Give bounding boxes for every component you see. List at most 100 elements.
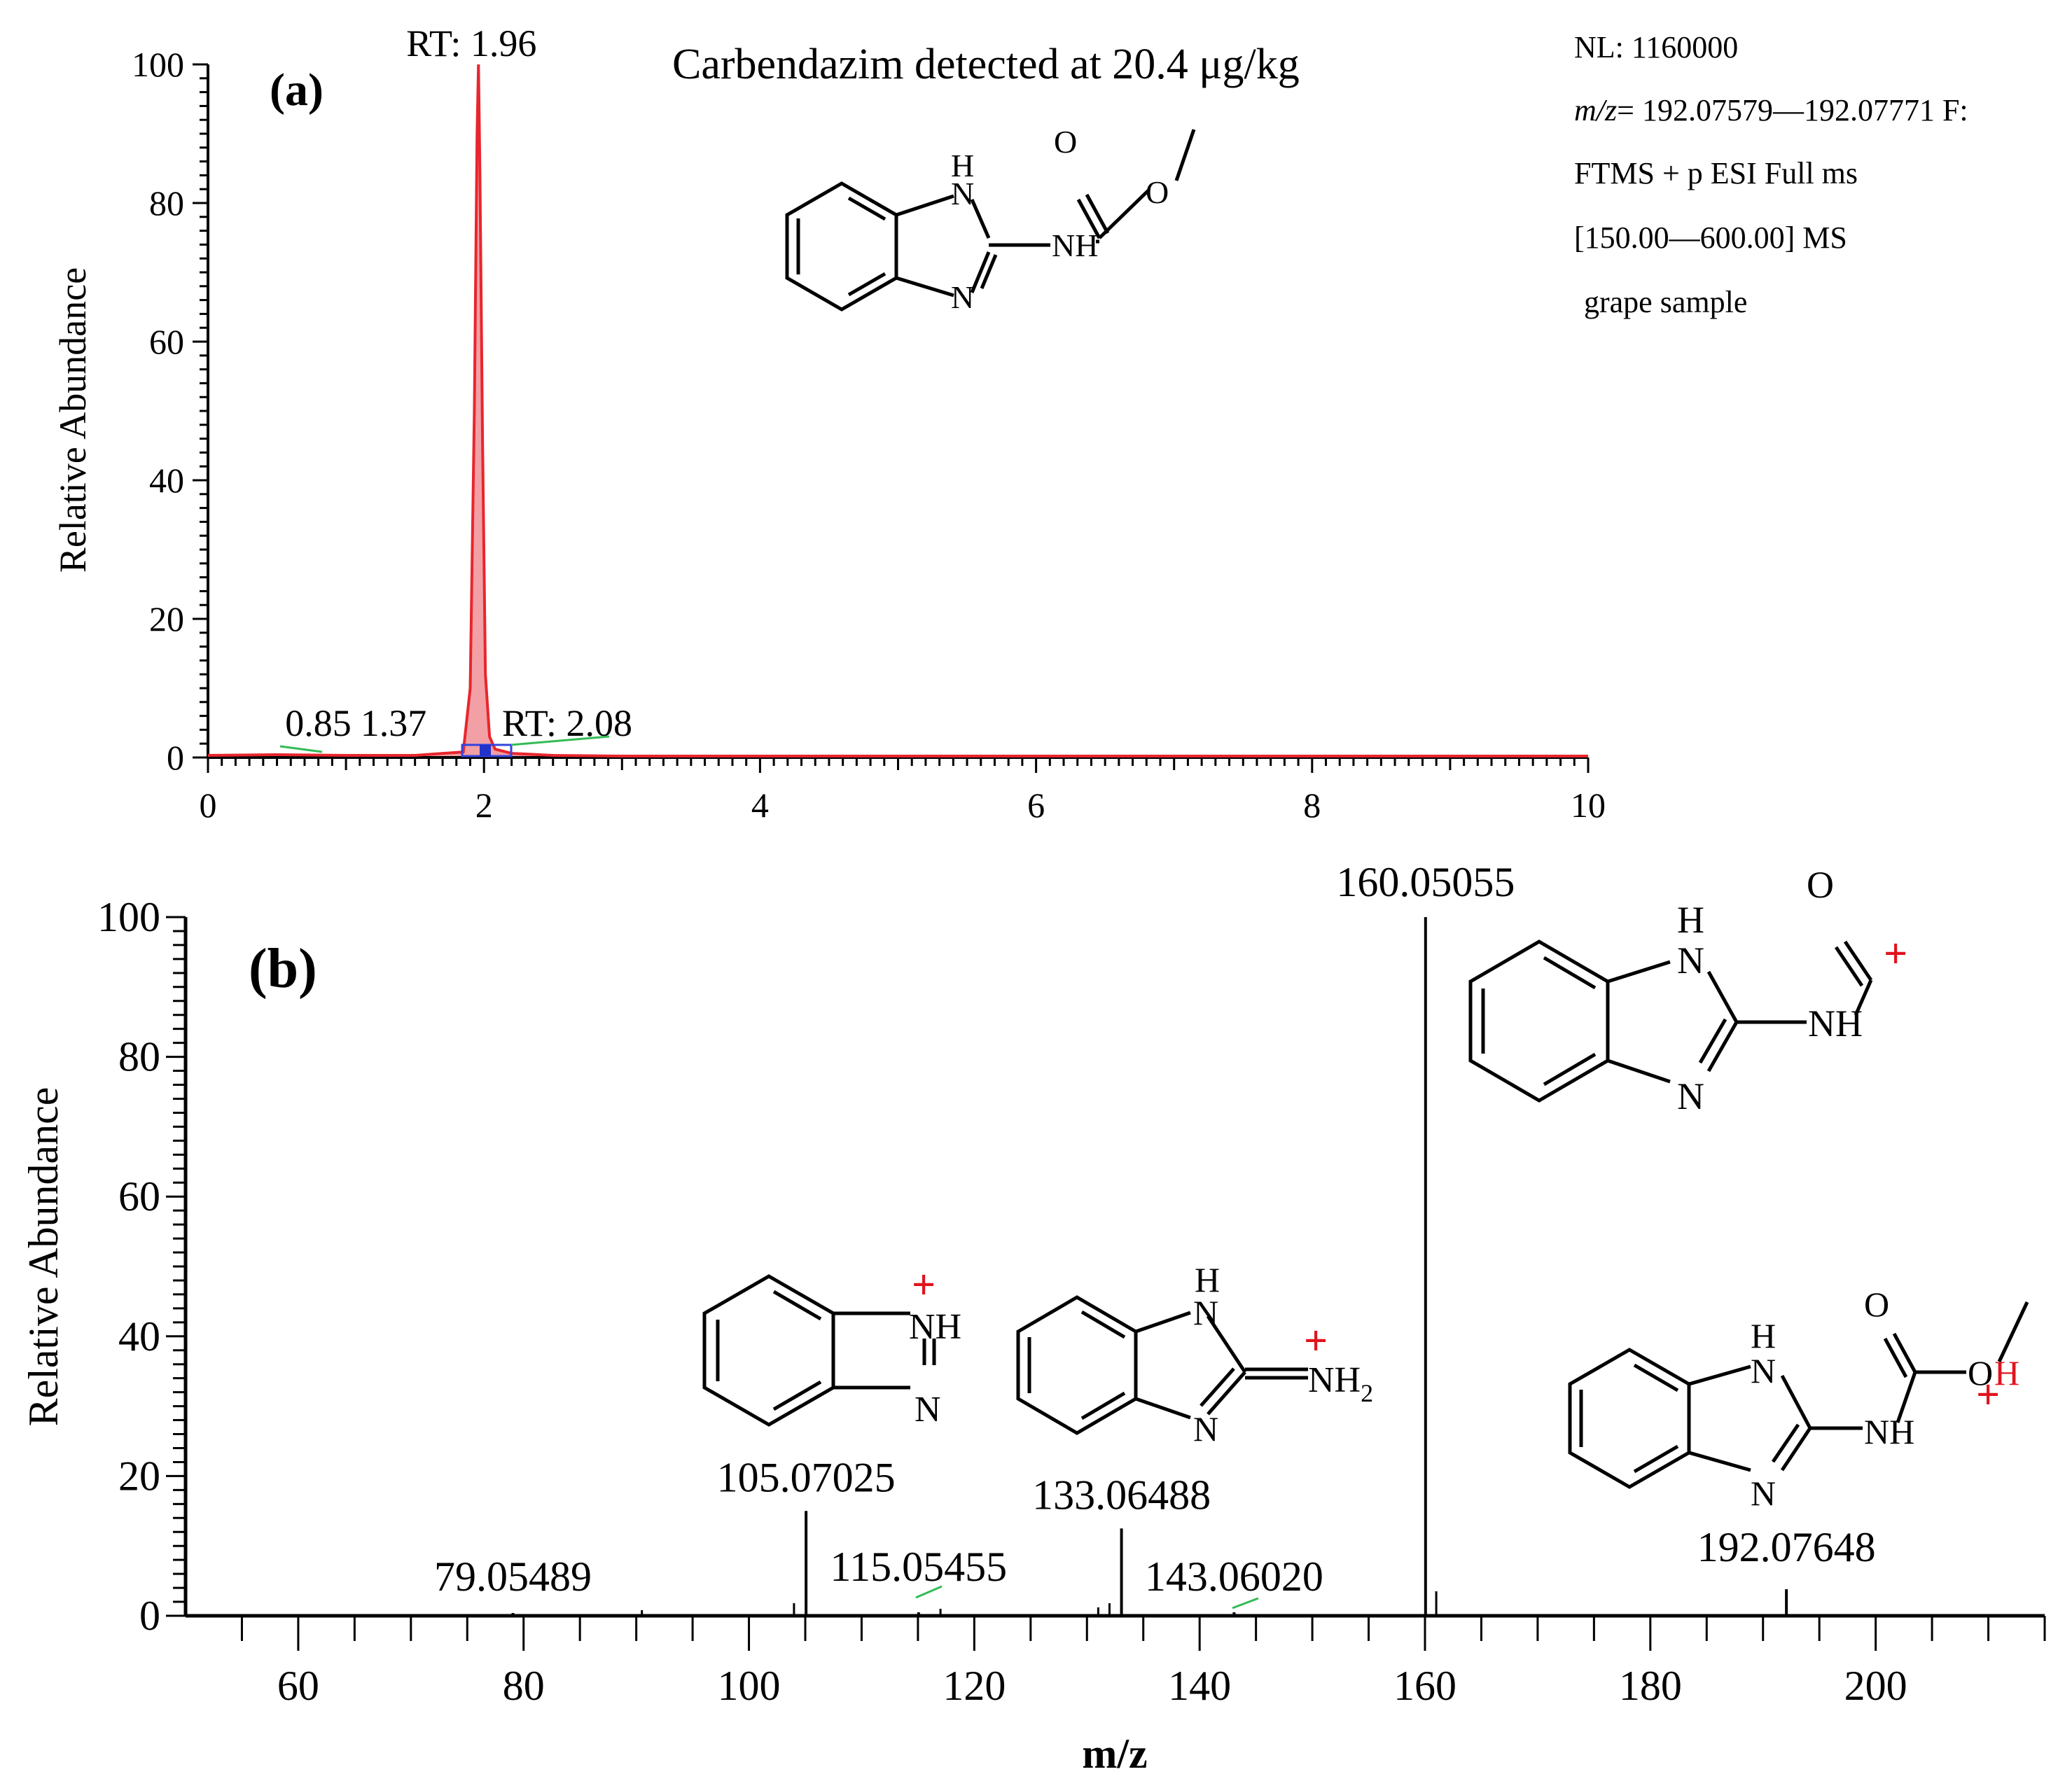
info-range: [150.00—600.00] MS: [1574, 221, 1847, 255]
spectrum-ticks: 60 80 100 120 140 160 180 200 0 20 40 60 80 100: [97, 894, 2046, 1709]
y-tick-label-b: 80: [118, 1034, 160, 1080]
spectrum-peak-label: 160.05055: [1336, 859, 1515, 905]
atom-n-top: N: [951, 176, 974, 211]
x-tick-label-b: 160: [1393, 1663, 1456, 1709]
y-axis-title-b: Relative Abundance: [20, 1087, 67, 1427]
atom-o-ester: O: [1146, 174, 1169, 210]
spectrum-peak-label: 143.06020: [1145, 1553, 1323, 1600]
spectrum-peaks: [511, 917, 1788, 1616]
atom-nh-105: NH: [909, 1307, 961, 1347]
x-tick-label-a: 0: [200, 785, 217, 825]
chromatogram-peak-label: RT: 2.08: [502, 702, 632, 744]
x-tick-label-a: 4: [751, 785, 769, 825]
chromatogram-title: Carbendazim detected at 20.4 μg/kg: [672, 41, 1300, 88]
x-tick-label-b: 180: [1619, 1663, 1682, 1709]
chromatogram-peak-fill: [208, 64, 1588, 757]
y-tick-label-b: 0: [139, 1593, 160, 1639]
info-mz-label: m/z: [1574, 93, 1617, 127]
chromatogram-peak-labels: RT: 1.96 0.85 1.37 RT: 2.08: [285, 22, 632, 744]
carbendazim-structure: [785, 129, 1196, 312]
fragment-105-structure: [702, 1274, 936, 1427]
spectrum-peak-label: 79.05489: [434, 1553, 592, 1600]
peak-marker: [915, 1585, 943, 1599]
atom-h-charge-192: H: [1994, 1353, 2019, 1392]
atom-o-ester-192: O: [1968, 1353, 1993, 1392]
info-mz-range: = 192.07579—192.07771 F:: [1617, 93, 1968, 127]
atom-h-160: H: [1677, 899, 1704, 941]
x-tick-label-a: 2: [475, 785, 493, 825]
x-tick-label-b: 140: [1168, 1663, 1231, 1709]
charge-icon-160: +: [1884, 930, 1907, 977]
atom-nh2-133: NH2: [1308, 1360, 1373, 1407]
atom-h: H: [951, 148, 974, 183]
fragment-133-structure: [1016, 1295, 1308, 1435]
x-tick-label-a: 6: [1027, 785, 1045, 825]
x-tick-label-a: 10: [1571, 785, 1606, 825]
y-tick-label-b: 60: [118, 1173, 160, 1220]
fragment-160-structure: [1468, 940, 1873, 1103]
spectrum-peak-label: 105.07025: [717, 1454, 896, 1500]
atom-n-bottom-160: N: [1677, 1075, 1704, 1117]
atom-n-top-160: N: [1677, 940, 1704, 982]
chromatogram-axes: [207, 64, 1588, 759]
peak-marker: [1232, 1597, 1259, 1609]
x-axis-title-b: m/z: [1082, 1731, 1147, 1777]
spectrum-peak-label: 192.07648: [1697, 1524, 1876, 1570]
integration-baseline: [279, 745, 323, 753]
info-sample: grape sample: [1584, 285, 1747, 319]
y-axis-title-a: Relative Abundance: [52, 267, 94, 573]
chromatogram-series: [207, 64, 1588, 757]
chromatogram-fill: [208, 64, 1588, 757]
chromatogram-peak-label: 1.37: [361, 702, 427, 744]
y-tick-label-b: 40: [118, 1313, 160, 1360]
atom-n-top-133: N: [1193, 1293, 1218, 1332]
fragment-192-structure: [1568, 1301, 2029, 1489]
info-scan: FTMS + p ESI Full ms: [1574, 156, 1858, 190]
atom-o-carbonyl-192: O: [1864, 1285, 1889, 1324]
atom-h-133: H: [1195, 1260, 1220, 1299]
atom-n-bottom-192: N: [1751, 1474, 1776, 1513]
y-tick-label-a: 60: [149, 322, 184, 361]
y-tick-label-a: 100: [132, 45, 184, 84]
ms-spectrum-panel: 60 80 100 120 140 160 180 200 0 20 40 60 80 100 160.0…: [20, 859, 2046, 1777]
atom-nh-192: NH: [1864, 1412, 1914, 1451]
atom-o-160: O: [1807, 864, 1834, 906]
spectrum-peak-label: 115.05455: [830, 1544, 1007, 1590]
x-tick-label-b: 100: [718, 1663, 781, 1709]
chromatogram-peak-label: RT: 1.96: [406, 22, 536, 64]
spectrum-peak-label: 133.06488: [1032, 1472, 1211, 1518]
x-tick-label-b: 80: [503, 1663, 545, 1709]
atom-nh-160: NH: [1808, 1003, 1863, 1045]
atom-n-bottom-133: N: [1193, 1409, 1218, 1448]
y-tick-label-a: 0: [167, 738, 184, 777]
y-tick-label-b: 20: [118, 1453, 160, 1499]
integration-marker: [480, 745, 491, 756]
panel-label-a: (a): [270, 64, 324, 116]
charge-icon-192: +: [1976, 1371, 2000, 1418]
charge-icon-133: +: [1304, 1318, 1328, 1364]
y-tick-label-a: 40: [149, 461, 184, 500]
x-tick-label-b: 60: [277, 1663, 319, 1709]
chromatogram-trace: [207, 64, 1588, 757]
integration-baseline: [510, 735, 610, 746]
charge-icon-105: +: [912, 1262, 936, 1308]
info-nl: NL: 1160000: [1574, 30, 1738, 64]
info-mz: m/z= 192.07579—192.07771 F:: [1574, 93, 1968, 127]
x-tick-label-a: 8: [1303, 785, 1321, 825]
y-tick-label-a: 80: [149, 183, 184, 223]
subscript-2: 2: [1361, 1379, 1373, 1407]
atom-n-105: N: [915, 1390, 941, 1430]
y-tick-label-b: 100: [97, 894, 160, 940]
panel-label-b: (b): [249, 938, 317, 1000]
carbendazim-atom-labels: H N N NH O O: [951, 124, 1169, 315]
atom-o-carbonyl: O: [1054, 124, 1077, 160]
atom-nh-133: NH: [1308, 1360, 1361, 1400]
info-block: NL: 1160000 m/z= 192.07579—192.07771 F: …: [1574, 30, 1968, 319]
x-tick-label-b: 200: [1844, 1663, 1907, 1709]
x-tick-label-b: 120: [943, 1663, 1006, 1709]
atom-n-bottom: N: [951, 279, 974, 315]
atom-n-top-192: N: [1751, 1351, 1776, 1390]
